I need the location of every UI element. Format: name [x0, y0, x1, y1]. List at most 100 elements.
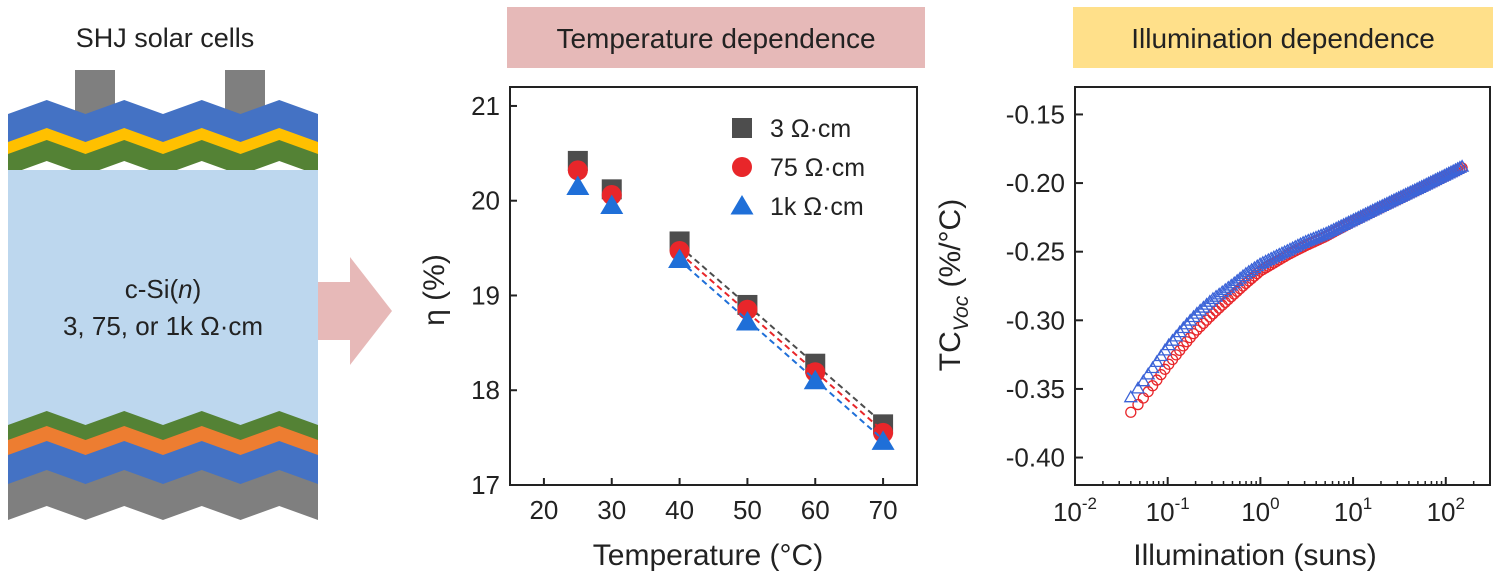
chart2-point — [1161, 337, 1176, 351]
chart2-frame — [1074, 86, 1491, 486]
chart2-point — [1191, 324, 1203, 336]
chart2-point — [1186, 309, 1201, 323]
chart2-xtick-label: 101 — [1334, 494, 1372, 527]
chart2-point — [1235, 268, 1251, 282]
chart2-ytick-label: -0.15 — [1006, 99, 1065, 129]
chart2-ytick-label: -0.40 — [1006, 443, 1065, 473]
chart2-point — [1169, 329, 1184, 342]
chart2-point — [1358, 206, 1373, 220]
chart1-point — [566, 175, 590, 195]
chart1-ytick-label: 17 — [471, 470, 500, 500]
chart2-ytick-label: -0.20 — [1006, 168, 1065, 198]
front-p-layer — [8, 128, 318, 160]
chart2-point — [1384, 193, 1399, 207]
schematic-title: SHJ solar cells — [76, 23, 255, 53]
chart2-point — [1377, 197, 1392, 210]
chart2-point — [1213, 302, 1225, 314]
chart1-ytick-label: 21 — [471, 91, 500, 121]
chart2-point — [1165, 333, 1180, 346]
chart2-point — [1183, 313, 1198, 326]
resistivity-label: 3, 75, or 1k Ω·cm — [63, 311, 263, 341]
chart2-point — [1355, 207, 1371, 221]
chart2-point — [1448, 162, 1463, 176]
material-label: c-Si(n) — [125, 274, 202, 304]
chart1-legend-marker — [732, 157, 752, 177]
chart1-xlabel: Temperature (°C) — [593, 539, 823, 572]
chart2-title-box — [1073, 7, 1493, 68]
chart2-point — [1181, 336, 1193, 348]
chart2-xtick-label: 10-2 — [1053, 494, 1097, 527]
chart2-point — [1130, 381, 1146, 394]
chart2-point — [1205, 291, 1221, 305]
chart1-title: Temperature dependence — [556, 23, 875, 54]
chart2-point — [1365, 203, 1380, 216]
chart2-point — [1452, 160, 1468, 173]
chart1-title-box — [507, 7, 925, 68]
chart2-point — [1176, 320, 1191, 334]
chart1-point — [735, 311, 759, 331]
solar-cell-schematic — [8, 70, 318, 520]
chart1-legend-marker — [730, 195, 754, 215]
chart1-legend-label: 3 Ω·cm — [770, 115, 851, 143]
chart2-ytick-label: -0.30 — [1006, 305, 1065, 335]
chart2-title: Illumination dependence — [1131, 23, 1435, 54]
chart2-point — [1172, 324, 1187, 338]
chart2-point — [1141, 367, 1156, 380]
chart1-legend-label: 75 Ω·cm — [770, 154, 865, 182]
chart2-point — [1219, 296, 1231, 309]
chart1-ytick-label: 20 — [471, 186, 500, 216]
chart2-point — [1125, 406, 1137, 418]
chart1-point — [668, 248, 692, 268]
chart2-xtick-label: 10-1 — [1146, 494, 1190, 527]
illumination-chart: 10-2 10-1 100 101 102 -0.40 -0.35 -0.30 -0.25 -0.… — [1006, 86, 1491, 527]
chart1-legend-label: 1k Ω·cm — [770, 193, 864, 221]
chart1-legend-marker — [732, 118, 752, 138]
chart2-point — [1346, 212, 1361, 226]
chart2-point — [1382, 195, 1397, 208]
rear-i-layer — [8, 411, 318, 445]
chart1-xtick-label: 30 — [597, 495, 626, 525]
chart1-point — [600, 194, 624, 214]
front-contact-right — [225, 70, 265, 115]
arrow-icon — [318, 257, 392, 365]
chart2-point — [1375, 198, 1390, 211]
chart2-point — [1379, 196, 1395, 209]
chart1-xtick-label: 20 — [529, 495, 558, 525]
chart2-point — [1372, 199, 1387, 213]
chart1-fit-line — [678, 259, 884, 441]
chart1-ytick-label: 18 — [471, 375, 500, 405]
chart1-ylabel: η (%) — [418, 254, 451, 326]
chart1-fit-line — [678, 252, 884, 432]
chart1-fit-line — [678, 245, 884, 425]
chart2-point — [1218, 282, 1233, 296]
chart1-point — [567, 160, 588, 181]
chart2-point — [1136, 373, 1151, 387]
chart2-point — [1184, 332, 1196, 344]
chart1-xtick-label: 60 — [801, 495, 830, 525]
chart2-point — [1215, 284, 1230, 298]
chart2-point — [1348, 211, 1363, 224]
chart2-point — [1367, 201, 1383, 215]
rear-metal-layer — [8, 470, 318, 520]
chart1-xtick-label: 70 — [869, 495, 898, 525]
chart2-ylabel: TCVoc (%/°C) — [934, 199, 973, 371]
chart2-point — [1196, 300, 1211, 313]
chart2-point — [1363, 204, 1378, 217]
front-i-layer — [8, 140, 318, 175]
chart2-point — [1208, 289, 1224, 302]
chart1-frame — [509, 86, 918, 486]
chart1-point — [803, 369, 827, 390]
chart2-point — [1179, 316, 1194, 330]
chart2-point — [1221, 280, 1236, 293]
chart2-point — [1353, 209, 1368, 222]
chart2-point — [1450, 161, 1465, 174]
chart1-xtick-label: 40 — [665, 495, 694, 525]
chart1-point — [871, 430, 895, 450]
chart2-point — [1212, 287, 1227, 300]
chart2-point — [1351, 210, 1366, 223]
chart2-ytick-label: -0.25 — [1006, 237, 1065, 267]
chart2-point — [1360, 205, 1376, 218]
c-si-bulk — [8, 170, 318, 430]
chart2-xtick-label: 100 — [1241, 494, 1279, 527]
